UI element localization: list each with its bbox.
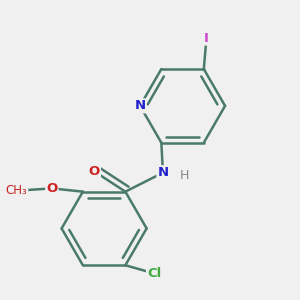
Text: H: H	[179, 169, 189, 182]
Text: N: N	[134, 99, 146, 112]
Text: O: O	[89, 165, 100, 178]
Text: Cl: Cl	[147, 267, 161, 280]
Text: N: N	[158, 166, 169, 179]
Text: CH₃: CH₃	[6, 184, 27, 196]
Text: I: I	[204, 32, 209, 44]
Text: O: O	[46, 182, 57, 195]
